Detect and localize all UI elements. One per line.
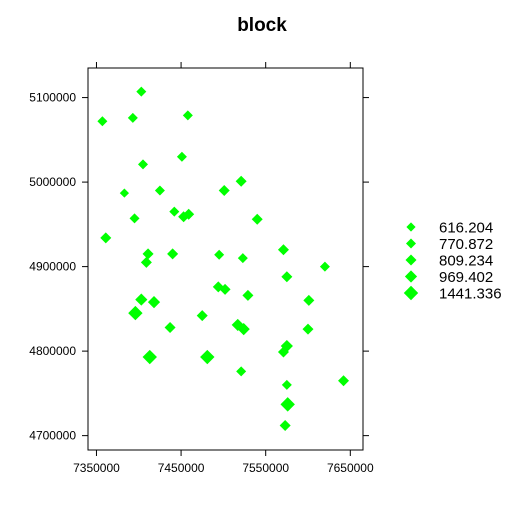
data-point [218, 185, 230, 197]
legend-label: 616.204 [439, 220, 493, 237]
data-point [138, 159, 148, 170]
data-point [277, 244, 289, 256]
data-point [303, 294, 315, 306]
y-tick-label: 4800000 [29, 344, 76, 358]
legend-label: 1441.336 [439, 286, 502, 303]
data-point [100, 232, 112, 244]
legend-marker [403, 285, 419, 301]
data-point [128, 305, 143, 321]
data-point [147, 296, 161, 309]
data-point [142, 349, 157, 365]
data-point [214, 249, 225, 260]
data-point [127, 112, 138, 123]
data-point [251, 213, 263, 225]
data-point [182, 110, 193, 121]
data-points [97, 86, 350, 431]
data-point [235, 175, 247, 187]
x-tick-label: 7350000 [73, 461, 120, 475]
chart-title: block [237, 15, 287, 36]
legend-label: 969.402 [439, 269, 493, 286]
data-point [319, 261, 330, 272]
y-tick-label: 4900000 [29, 260, 76, 274]
data-point [176, 151, 187, 162]
data-point [167, 248, 179, 260]
data-point [142, 248, 154, 260]
data-point [200, 349, 215, 365]
x-tick-label: 7550000 [242, 461, 289, 475]
data-point [140, 256, 152, 268]
x-tick-label: 7650000 [327, 461, 374, 475]
data-point [281, 271, 293, 283]
data-point [196, 310, 208, 322]
legend-label: 770.872 [439, 236, 493, 253]
y-tick-label: 5100000 [29, 91, 76, 105]
data-point [129, 213, 140, 224]
data-point [183, 208, 195, 220]
data-point [277, 346, 289, 358]
data-point [237, 253, 248, 264]
plot-axes: 7350000 7450000 7550000 7650000 4700000 48000… [29, 62, 374, 475]
legend-marker [404, 270, 418, 283]
data-point [237, 323, 250, 336]
data-point [135, 293, 148, 306]
legend-label: 809.234 [439, 253, 493, 270]
y-tick-label: 4700000 [29, 429, 76, 443]
data-point [97, 116, 108, 127]
data-point [236, 366, 247, 377]
data-point [242, 289, 254, 301]
data-point [280, 339, 293, 353]
data-point [164, 321, 176, 333]
data-point [136, 86, 147, 97]
data-point [119, 188, 129, 198]
y-tick-label: 5000000 [29, 175, 76, 189]
legend-marker [406, 238, 416, 249]
plot-frame [87, 67, 364, 451]
data-point [279, 419, 291, 431]
data-point [280, 397, 295, 412]
data-point [219, 283, 231, 295]
legend-marker [406, 222, 416, 232]
data-point [302, 323, 314, 335]
data-point [169, 206, 180, 217]
data-point [154, 185, 165, 196]
data-point [338, 375, 350, 387]
legend-marker [405, 254, 417, 266]
data-point [281, 379, 292, 390]
x-tick-label: 7450000 [158, 461, 205, 475]
